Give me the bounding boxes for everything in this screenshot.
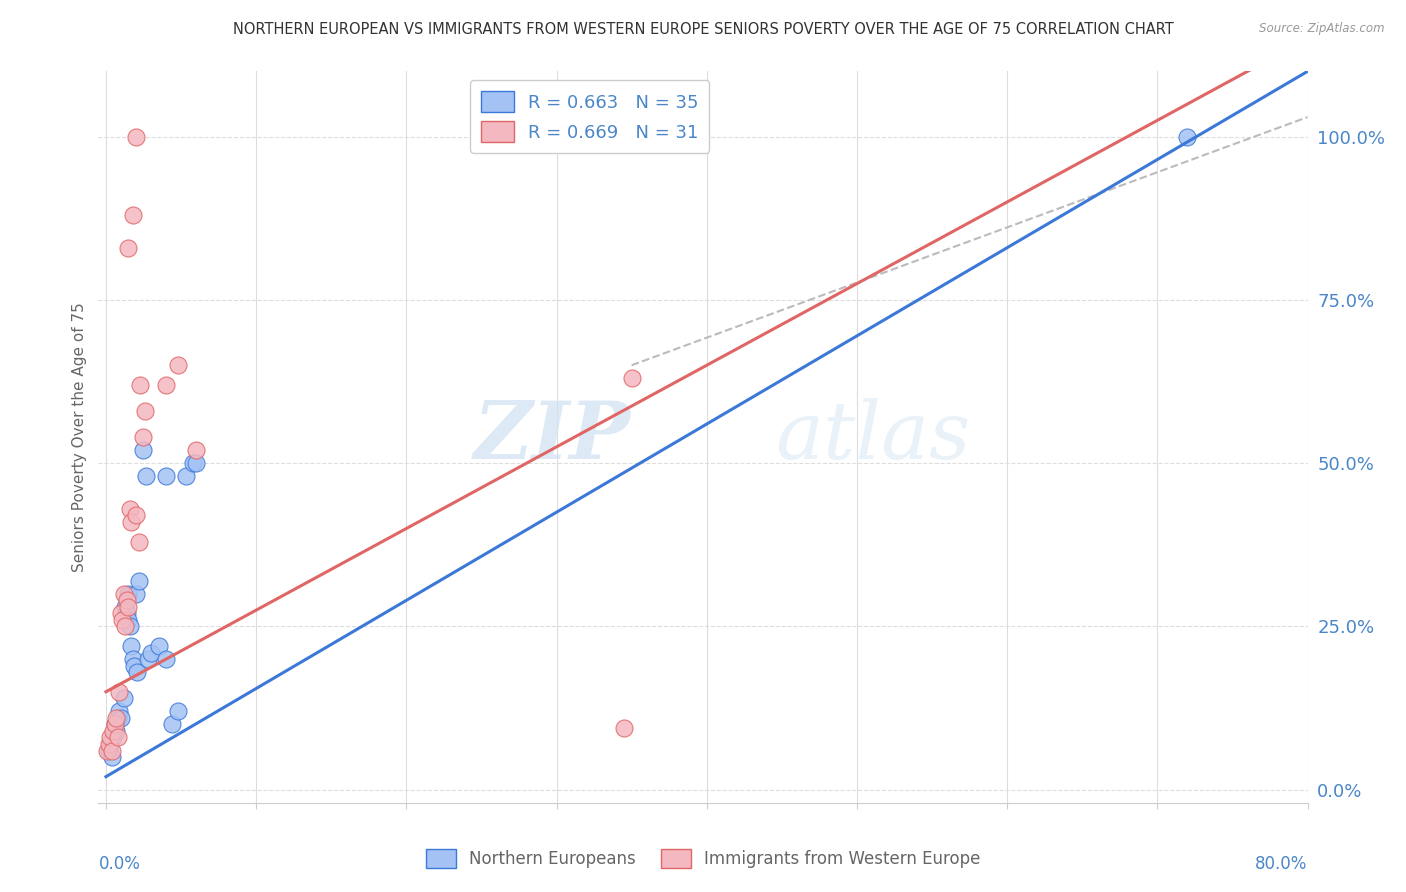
Point	[104, 717, 127, 731]
Point	[139, 646, 162, 660]
Point	[148, 639, 170, 653]
Point	[1177, 129, 1199, 144]
Point	[101, 743, 124, 757]
Point	[114, 599, 136, 614]
Point	[115, 593, 138, 607]
Point	[129, 377, 152, 392]
Text: Source: ZipAtlas.com: Source: ZipAtlas.com	[1260, 22, 1385, 36]
Point	[122, 208, 145, 222]
Point	[112, 691, 135, 706]
Point	[122, 652, 145, 666]
Point	[184, 456, 207, 470]
Point	[132, 430, 155, 444]
Point	[613, 721, 636, 735]
Legend: R = 0.663   N = 35, R = 0.669   N = 31: R = 0.663 N = 35, R = 0.669 N = 31	[470, 80, 709, 153]
Point	[132, 443, 155, 458]
Point	[128, 574, 150, 588]
Point	[103, 731, 125, 745]
Point	[117, 587, 139, 601]
Point	[117, 613, 139, 627]
Point	[114, 619, 136, 633]
Point	[108, 685, 131, 699]
Point	[136, 652, 159, 666]
Point	[97, 737, 120, 751]
Point	[118, 502, 141, 516]
Point	[135, 469, 157, 483]
Point	[100, 737, 122, 751]
Point	[613, 129, 636, 144]
Point	[128, 534, 150, 549]
Point	[125, 587, 148, 601]
Point	[103, 723, 125, 738]
Point	[108, 705, 131, 719]
Point	[111, 613, 134, 627]
Point	[124, 658, 146, 673]
Point	[125, 129, 148, 144]
Point	[127, 665, 149, 680]
Point	[112, 587, 135, 601]
Legend: Northern Europeans, Immigrants from Western Europe: Northern Europeans, Immigrants from West…	[419, 842, 987, 875]
Y-axis label: Seniors Poverty Over the Age of 75: Seniors Poverty Over the Age of 75	[72, 302, 87, 572]
Point	[155, 652, 177, 666]
Point	[97, 743, 120, 757]
Point	[125, 508, 148, 523]
Point	[620, 371, 643, 385]
Point	[117, 599, 139, 614]
Point	[606, 129, 628, 144]
Point	[100, 731, 122, 745]
Point	[117, 241, 139, 255]
Point	[174, 469, 197, 483]
Text: 80.0%: 80.0%	[1256, 855, 1308, 873]
Point	[167, 358, 190, 372]
Point	[160, 717, 183, 731]
Text: atlas: atlas	[776, 399, 972, 475]
Point	[134, 404, 156, 418]
Point	[181, 456, 204, 470]
Point	[104, 717, 127, 731]
Point	[155, 377, 177, 392]
Text: 0.0%: 0.0%	[98, 855, 141, 873]
Point	[121, 639, 143, 653]
Point	[184, 443, 207, 458]
Point	[155, 469, 177, 483]
Point	[118, 619, 141, 633]
Point	[121, 515, 143, 529]
Point	[110, 607, 132, 621]
Point	[96, 743, 118, 757]
Point	[107, 711, 129, 725]
Text: NORTHERN EUROPEAN VS IMMIGRANTS FROM WESTERN EUROPE SENIORS POVERTY OVER THE AGE: NORTHERN EUROPEAN VS IMMIGRANTS FROM WES…	[232, 22, 1174, 37]
Point	[101, 750, 124, 764]
Point	[105, 711, 128, 725]
Point	[167, 705, 190, 719]
Point	[115, 607, 138, 621]
Point	[110, 711, 132, 725]
Point	[105, 723, 128, 738]
Text: ZIP: ZIP	[474, 399, 630, 475]
Point	[107, 731, 129, 745]
